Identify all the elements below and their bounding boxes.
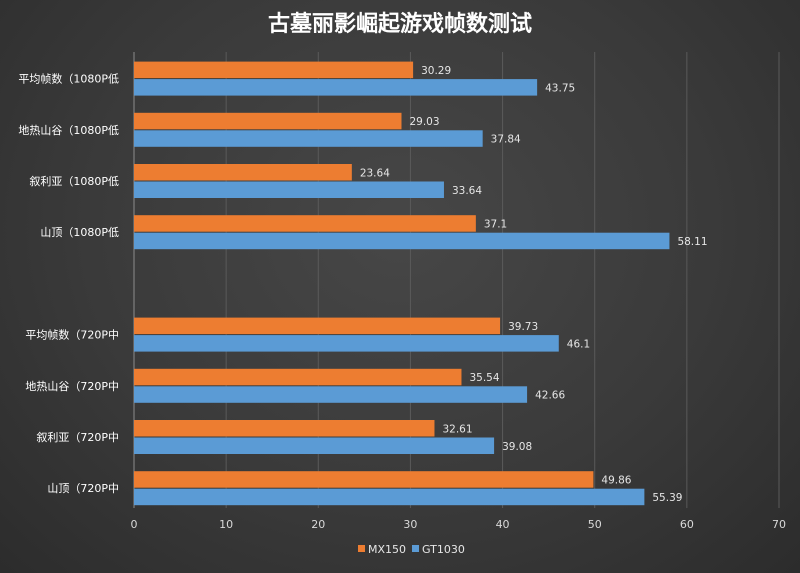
x-tick-label: 10 <box>219 518 233 531</box>
bar-mx150 <box>134 215 476 232</box>
x-tick-label: 40 <box>496 518 510 531</box>
data-label: 55.39 <box>652 492 682 504</box>
data-label: 39.08 <box>502 441 532 453</box>
data-label: 30.29 <box>421 65 451 77</box>
x-tick-label: 60 <box>680 518 694 531</box>
data-label: 42.66 <box>535 390 565 402</box>
bar-mx150 <box>134 164 352 181</box>
bar-mx150 <box>134 112 402 130</box>
legend-swatch <box>412 545 419 552</box>
data-label: 29.03 <box>409 116 439 128</box>
x-tick-label: 70 <box>772 518 786 531</box>
x-tick-label: 0 <box>131 518 138 531</box>
category-label: 地热山谷（720P中 <box>25 380 119 393</box>
bar-gt1030 <box>134 232 670 250</box>
bar-mx150 <box>134 368 462 386</box>
data-label: 35.54 <box>469 372 499 384</box>
bar-gt1030 <box>134 79 538 96</box>
data-label: 58.11 <box>677 236 707 248</box>
category-label: 叙利亚（1080P低 <box>29 174 119 188</box>
category-label: 山顶（1080P低 <box>40 226 119 239</box>
bar-gt1030 <box>134 130 483 147</box>
data-label: 49.86 <box>601 474 631 486</box>
legend: MX150 GT1030 <box>358 543 465 556</box>
bar-mx150 <box>134 61 414 79</box>
data-label: 37.1 <box>484 218 507 230</box>
bar-mx150 <box>134 420 435 437</box>
bar-gt1030 <box>134 386 528 403</box>
chart-title: 古墓丽影崛起游戏帧数测试 <box>268 11 532 37</box>
legend-label: GT1030 <box>422 543 465 556</box>
data-label: 23.64 <box>360 167 390 179</box>
data-label: 43.75 <box>545 82 575 94</box>
x-tick-label: 30 <box>403 518 417 531</box>
bar-gt1030 <box>134 437 495 454</box>
data-label: 32.61 <box>442 423 472 435</box>
category-label: 平均帧数（1080P低 <box>18 72 119 86</box>
category-label: 叙利亚（720P中 <box>36 430 119 444</box>
bar-gt1030 <box>134 181 444 198</box>
x-tick-label: 50 <box>588 518 602 531</box>
data-label: 39.73 <box>508 321 538 333</box>
category-label: 山顶（720P中 <box>47 482 119 495</box>
legend-label: MX150 <box>368 543 406 556</box>
legend-swatch <box>358 545 365 552</box>
bars: 30.29 43.75 29.03 37.84 23.64 33.64 37.1 58.11 3… <box>134 61 708 506</box>
data-label: 37.84 <box>491 134 521 146</box>
category-label: 平均帧数（720P中 <box>25 328 119 342</box>
category-label: 地热山谷（1080P低 <box>18 124 119 137</box>
bar-mx150 <box>134 317 501 335</box>
bar-mx150 <box>134 471 594 488</box>
data-label: 46.1 <box>567 338 590 350</box>
x-tick-label: 20 <box>311 518 325 531</box>
data-label: 33.64 <box>452 185 482 197</box>
bar-gt1030 <box>134 335 559 352</box>
category-labels: 平均帧数（1080P低地热山谷（1080P低叙利亚（1080P低山顶（1080P… <box>18 72 119 496</box>
x-axis-ticks: 0 10 20 30 40 50 60 70 <box>131 518 787 531</box>
bar-gt1030 <box>134 488 645 506</box>
